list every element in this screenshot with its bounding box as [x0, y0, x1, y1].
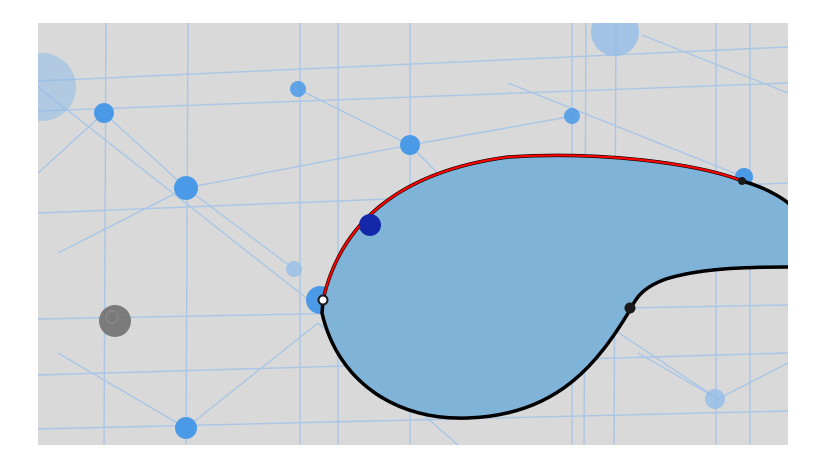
grid-nodes	[38, 23, 753, 439]
grid-node	[591, 23, 639, 56]
grid-line	[641, 34, 788, 94]
cursor-circle	[99, 305, 131, 337]
grid-node	[564, 108, 580, 124]
grid-line	[409, 115, 575, 146]
grid-line	[38, 86, 339, 324]
selected-control-handle[interactable]	[359, 214, 381, 236]
grid-node	[174, 176, 198, 200]
grid-line	[185, 322, 319, 429]
anchor-point[interactable]	[738, 177, 746, 185]
grid-node	[94, 103, 114, 123]
grid-line	[637, 352, 719, 400]
grid-line	[603, 322, 719, 400]
grid-node	[290, 81, 306, 97]
drawing-canvas[interactable]	[38, 23, 788, 445]
grid-line	[38, 112, 105, 174]
grid-node	[175, 417, 197, 439]
grid-line	[38, 46, 788, 82]
grid-node	[705, 389, 725, 409]
anchor-point[interactable]	[624, 302, 636, 314]
grid-node	[38, 53, 76, 121]
grid-node	[286, 261, 302, 277]
grid-line	[103, 112, 187, 189]
scene-svg	[38, 23, 788, 445]
grid-line	[185, 187, 295, 270]
grid-line	[38, 410, 788, 430]
selected-curve-segment[interactable]	[321, 154, 743, 301]
grid-line	[57, 352, 187, 429]
grid-line	[103, 23, 107, 445]
grid-line	[717, 362, 788, 400]
anchor-point[interactable]	[317, 294, 329, 306]
grid-line	[38, 82, 788, 112]
grid-line	[297, 88, 411, 146]
grid-line	[185, 144, 411, 189]
grid-line	[185, 23, 189, 445]
grid-line	[507, 82, 745, 178]
grid-line	[57, 187, 187, 254]
cursor-ring	[105, 310, 119, 324]
cursor-marker	[99, 305, 131, 337]
grid-node	[400, 135, 420, 155]
